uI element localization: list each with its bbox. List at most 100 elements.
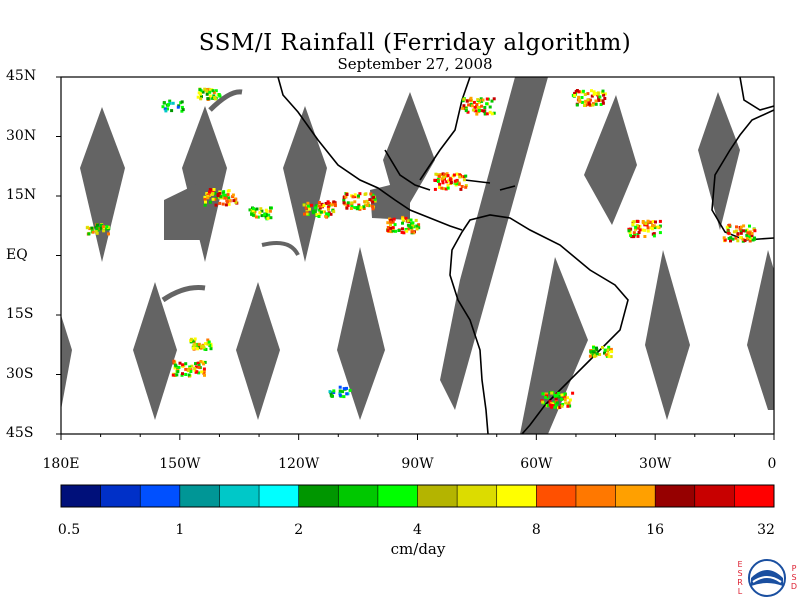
rain-pixel	[592, 345, 595, 349]
rain-pixel	[333, 202, 337, 206]
colorbar-swatch	[457, 485, 498, 507]
rain-pixel	[753, 237, 757, 241]
rain-pixel	[745, 233, 749, 237]
rain-pixel	[212, 91, 216, 95]
swath-gap	[283, 106, 327, 262]
rain-pixel	[632, 235, 636, 239]
colorbar-tick-label: 1	[175, 522, 185, 538]
rain-pixel	[595, 352, 599, 356]
rain-pixel	[643, 228, 647, 232]
coastline-greenland	[739, 77, 774, 111]
rain-pixel	[587, 102, 591, 106]
rain-pixel	[604, 353, 608, 357]
rain-pixel	[459, 187, 463, 191]
coastlines	[277, 77, 774, 434]
rain-pixel	[592, 90, 596, 94]
rain-pixel	[481, 98, 485, 102]
rain-pixel	[568, 398, 572, 402]
rain-pixel	[552, 400, 556, 404]
rain-pixel	[726, 231, 730, 235]
rain-pixel	[342, 201, 346, 205]
rain-pixel	[373, 199, 377, 203]
rain-pixel	[195, 370, 199, 374]
rain-pixel	[391, 226, 395, 230]
rain-pixel	[638, 228, 642, 232]
rain-pixel	[269, 206, 272, 210]
rain-pixel	[550, 405, 554, 409]
rain-pixel	[359, 206, 363, 210]
rain-pixel	[348, 388, 352, 392]
rain-pixel	[188, 367, 192, 370]
rain-pixel	[201, 90, 205, 94]
lon-label: 60W	[520, 456, 553, 472]
rain-pixel	[310, 203, 313, 207]
rain-pixel	[332, 391, 336, 394]
rain-pixel	[563, 395, 567, 399]
rain-pixel	[466, 110, 470, 114]
rain-pixel	[550, 404, 554, 407]
rain-pixel	[557, 391, 561, 395]
rain-pixel	[588, 354, 592, 358]
rain-pixel	[353, 195, 357, 199]
rain-pixel	[577, 95, 581, 99]
rain-pixel	[401, 227, 404, 231]
rain-pixel	[350, 203, 354, 206]
rain-pixel	[573, 94, 577, 97]
rain-pixel	[260, 209, 264, 213]
rain-pixel	[462, 175, 466, 179]
rain-pixel	[207, 340, 211, 344]
rain-pixel	[373, 197, 377, 201]
rain-pixel	[174, 364, 178, 368]
rain-pixel	[634, 227, 637, 231]
rain-pixel	[736, 232, 740, 236]
rain-pixel	[176, 105, 180, 109]
swath-gap	[337, 247, 385, 420]
rain-pixel	[94, 229, 98, 233]
rain-pixel	[94, 225, 98, 229]
rain-pixel	[197, 371, 201, 375]
rain-pixel	[193, 343, 197, 347]
rain-pixel	[338, 385, 342, 389]
rain-pixel	[317, 201, 321, 204]
rain-pixel	[558, 405, 562, 409]
rain-pixel	[411, 224, 415, 228]
rain-pixel	[190, 364, 194, 368]
rain-pixel	[213, 197, 217, 201]
rain-pixel	[197, 364, 201, 367]
rain-pixel	[341, 390, 345, 394]
rain-pixel	[206, 97, 210, 101]
rain-pixel	[485, 102, 489, 106]
rain-pixel	[318, 204, 322, 208]
rain-pixel	[433, 187, 437, 191]
rain-pixel	[460, 185, 464, 188]
swath-gap	[440, 77, 548, 410]
rain-pixel	[736, 239, 740, 243]
rain-pixel	[415, 224, 419, 228]
coastline-caribbean	[464, 179, 516, 191]
rain-pixel	[548, 400, 552, 404]
rain-pixel	[636, 226, 640, 230]
rain-pixel	[596, 92, 600, 96]
rain-pixel	[268, 209, 272, 213]
rain-pixel	[401, 221, 404, 225]
rain-pixel	[221, 202, 225, 206]
rain-pixel	[107, 232, 110, 236]
rain-pixel	[401, 217, 405, 221]
rain-pixel	[355, 207, 359, 211]
colorbar-swatch	[496, 485, 537, 507]
rain-pixel	[180, 109, 184, 113]
rain-pixel	[605, 354, 609, 358]
rain-pixel	[753, 229, 757, 233]
colorbar-swatch	[377, 485, 418, 507]
rain-pixel	[580, 96, 584, 99]
noaa-logo-icon	[748, 559, 786, 597]
lon-label: 90W	[401, 456, 434, 472]
rain-pixel	[338, 392, 342, 396]
rain-pixel	[308, 207, 311, 211]
rain-pixel	[208, 344, 212, 347]
rain-pixel	[586, 98, 590, 102]
rain-pixel	[628, 231, 632, 235]
rain-pixel	[477, 109, 481, 113]
rain-pixel	[479, 109, 483, 113]
rain-pixel	[326, 201, 330, 205]
